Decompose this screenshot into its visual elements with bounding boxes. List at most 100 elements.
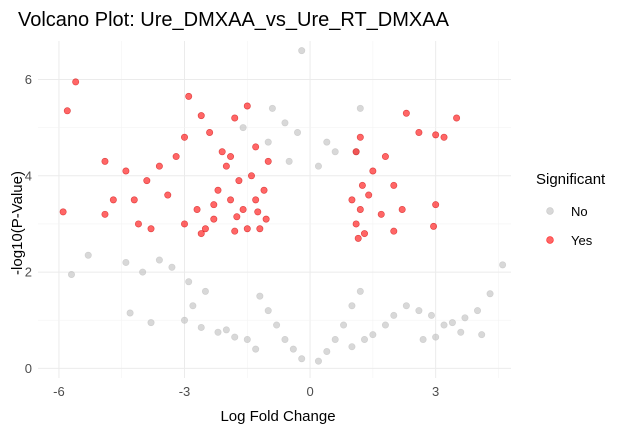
legend: Significant No Yes	[536, 171, 606, 248]
legend-swatch-yes	[546, 236, 554, 244]
data-point	[122, 167, 130, 175]
data-point	[67, 270, 75, 278]
series-no	[67, 47, 507, 365]
data-point	[415, 128, 423, 136]
data-point	[243, 335, 251, 343]
data-point	[262, 215, 270, 223]
data-point	[331, 148, 339, 156]
y-tick-label: 4	[25, 168, 32, 183]
x-tick-label: 3	[432, 384, 439, 399]
data-point	[298, 355, 306, 363]
data-point	[155, 256, 163, 264]
data-point	[63, 107, 71, 115]
data-point	[197, 112, 205, 120]
data-point	[84, 251, 92, 259]
y-tick-label: 0	[25, 361, 32, 376]
data-points	[59, 47, 507, 365]
data-point	[381, 321, 389, 329]
data-point	[185, 92, 193, 100]
data-point	[432, 131, 440, 139]
data-point	[264, 307, 272, 315]
x-tick-label: -3	[179, 384, 191, 399]
data-point	[168, 263, 176, 271]
data-point	[72, 78, 80, 86]
data-point	[185, 278, 193, 286]
data-point	[268, 104, 276, 112]
data-point	[381, 153, 389, 161]
data-point	[398, 206, 406, 214]
data-point	[360, 230, 368, 238]
data-point	[247, 172, 255, 180]
data-point	[252, 143, 260, 151]
data-point	[289, 345, 297, 353]
data-point	[139, 268, 147, 276]
data-point	[252, 196, 260, 204]
data-point	[109, 196, 117, 204]
data-point	[189, 302, 197, 310]
data-point	[252, 345, 260, 353]
data-point	[298, 47, 306, 55]
data-point	[201, 287, 209, 295]
data-point	[181, 133, 189, 141]
data-point	[440, 133, 448, 141]
data-point	[147, 319, 155, 327]
data-point	[233, 213, 241, 221]
data-point	[260, 186, 268, 194]
data-point	[222, 162, 230, 170]
data-point	[101, 210, 109, 218]
data-point	[432, 333, 440, 341]
tick-labels: -6 -3 0 3 0 2 4 6	[25, 72, 440, 399]
grid	[38, 41, 511, 378]
x-tick-label: -6	[53, 384, 65, 399]
data-point	[181, 220, 189, 228]
data-point	[294, 128, 302, 136]
data-point	[348, 196, 356, 204]
data-point	[231, 114, 239, 122]
legend-label-yes: Yes	[571, 233, 593, 248]
data-point	[478, 331, 486, 339]
data-point	[193, 206, 201, 214]
data-point	[281, 335, 289, 343]
data-point	[352, 148, 360, 156]
data-point	[432, 201, 440, 209]
data-point	[440, 321, 448, 329]
data-point	[134, 220, 142, 228]
data-point	[214, 186, 222, 194]
data-point	[430, 222, 438, 230]
data-point	[59, 208, 67, 216]
data-point	[419, 335, 427, 343]
data-point	[415, 307, 423, 315]
legend-label-no: No	[571, 204, 588, 219]
data-point	[352, 220, 360, 228]
data-point	[254, 208, 262, 216]
data-point	[281, 119, 289, 127]
data-point	[453, 114, 461, 122]
y-tick-label: 2	[25, 265, 32, 280]
x-tick-label: 0	[306, 384, 313, 399]
data-point	[390, 311, 398, 319]
legend-swatch-no	[546, 207, 554, 215]
data-point	[264, 157, 272, 165]
data-point	[360, 335, 368, 343]
chart-title: Volcano Plot: Ure_DMXAA_vs_Ure_RT_DMXAA	[18, 9, 450, 31]
data-point	[369, 331, 377, 339]
data-point	[314, 357, 322, 365]
data-point	[486, 290, 494, 298]
y-axis-title: -log10(P-Value)	[9, 171, 26, 275]
data-point	[227, 196, 235, 204]
data-point	[155, 162, 163, 170]
data-point	[427, 311, 435, 319]
y-tick-label: 6	[25, 72, 32, 87]
data-point	[214, 328, 222, 336]
data-point	[122, 258, 130, 266]
data-point	[181, 316, 189, 324]
x-axis-title: Log Fold Change	[220, 408, 335, 425]
data-point	[231, 333, 239, 341]
data-point	[126, 309, 134, 317]
data-point	[264, 138, 272, 146]
data-point	[222, 326, 230, 334]
data-point	[448, 319, 456, 327]
data-point	[499, 261, 507, 269]
data-point	[256, 225, 264, 233]
